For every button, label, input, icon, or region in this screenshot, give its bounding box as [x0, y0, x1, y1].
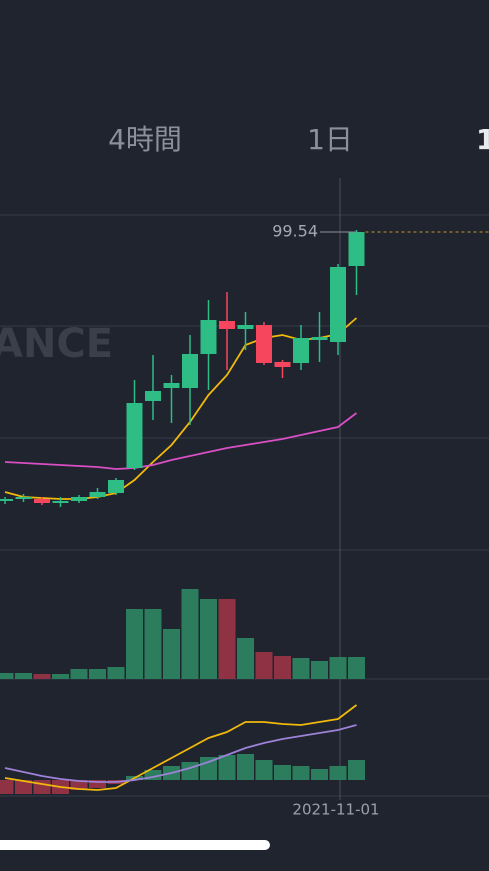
candle-body	[311, 337, 328, 340]
volume-bar	[144, 609, 162, 679]
watermark: ANCE	[0, 321, 113, 367]
indicator-line	[4, 412, 358, 470]
candle-body	[293, 338, 309, 363]
tab-more[interactable]: 1	[476, 123, 489, 156]
volume-bar	[274, 656, 291, 679]
macd-bar	[311, 769, 328, 780]
tab-1d[interactable]: 1日	[307, 123, 353, 156]
candle-body	[274, 362, 291, 367]
volume-bar	[200, 599, 217, 679]
macd-bar	[70, 780, 88, 790]
volume-bar	[163, 629, 180, 679]
macd-bar	[292, 766, 310, 780]
macd-bar	[274, 765, 291, 780]
candle-body	[330, 267, 346, 342]
macd-bar	[15, 780, 32, 794]
macd-bar	[218, 755, 236, 780]
macd-bar	[237, 754, 254, 780]
indicator-line	[4, 724, 357, 783]
volume-bar	[15, 673, 32, 679]
volume-bar	[181, 589, 199, 679]
macd-bar	[144, 770, 162, 780]
volume-bar	[107, 667, 125, 679]
volume-bar	[311, 661, 328, 679]
volume-bar	[237, 638, 254, 679]
volume-bar	[218, 599, 236, 679]
macd-bar	[33, 780, 51, 794]
volume-bar	[292, 658, 310, 679]
macd-bar	[89, 780, 106, 788]
last-price-label: 99.54	[272, 222, 318, 241]
macd-bar	[0, 780, 14, 794]
candle-body	[145, 391, 161, 401]
macd-bar	[348, 760, 365, 780]
volume-bar	[0, 673, 14, 679]
x-tick-label: 2021-11-01	[292, 801, 379, 819]
volume-bar	[52, 674, 69, 679]
candle-body	[256, 325, 272, 363]
candle-body	[219, 321, 235, 329]
candle-body	[163, 383, 180, 388]
candle-body	[89, 492, 106, 497]
plot-area: 2021-11-01 99.54	[0, 222, 489, 819]
candle-body	[182, 354, 198, 388]
volume-bar	[89, 669, 106, 679]
candle-body	[126, 403, 143, 468]
volume-bar	[70, 669, 88, 679]
volume-bar	[329, 657, 347, 679]
macd-bar	[255, 760, 273, 780]
candle-body	[200, 320, 217, 354]
candle-body	[108, 480, 124, 493]
volume-bar	[126, 609, 143, 679]
home-indicator	[0, 840, 270, 850]
candle-body	[348, 232, 365, 266]
tab-4h[interactable]: 4時間	[108, 123, 182, 156]
candle-body	[71, 497, 87, 501]
candle-body	[34, 499, 50, 503]
candle-body	[15, 497, 32, 499]
candle-body	[0, 499, 13, 501]
macd-bar	[329, 766, 347, 780]
volume-bar	[255, 652, 273, 679]
volume-bar	[33, 674, 51, 679]
indicator-line	[4, 704, 358, 791]
candle-body	[52, 501, 69, 503]
candle-body	[237, 325, 254, 329]
macd-bar	[181, 762, 199, 780]
volume-bar	[348, 657, 365, 679]
